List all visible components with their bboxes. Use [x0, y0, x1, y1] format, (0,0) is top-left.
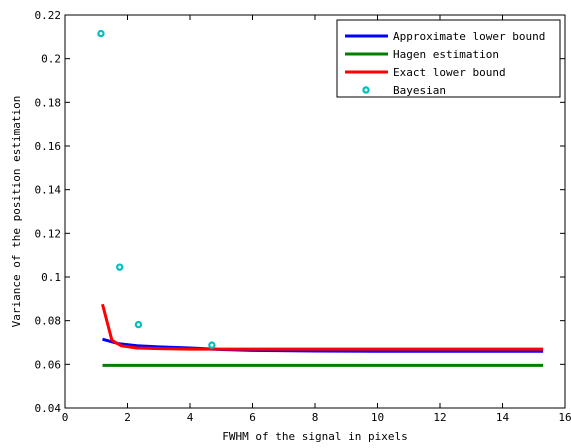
- legend-box: [336, 19, 561, 98]
- series-point-bayesian: [97, 29, 105, 38]
- legend: Approximate lower bound Hagen estimation E…: [336, 19, 561, 98]
- y-tick-label: 0.1: [41, 271, 61, 284]
- y-tick-label: 0.04: [35, 402, 62, 415]
- x-tick-label: 10: [371, 411, 384, 424]
- series-layer: [97, 29, 544, 367]
- x-tick-label: 6: [249, 411, 256, 424]
- series-point-bayesian: [115, 263, 124, 271]
- legend-swatch-bayesian: [362, 86, 370, 94]
- legend-label-hagen-estimation: Hagen estimation: [393, 48, 499, 61]
- y-tick-label: 0.22: [35, 9, 62, 22]
- x-axis-label: FWHM of the signal in pixels: [222, 430, 407, 443]
- ticks-layer: 0 2 4 6 8 10 12 14 16 0.04 0.06 0.08 0.1 0.12 0.14 0.16…: [35, 9, 571, 424]
- x-tick-label: 0: [62, 411, 69, 424]
- y-tick-label: 0.16: [35, 140, 62, 153]
- y-tick-label: 0.18: [35, 96, 62, 109]
- y-tick-label: 0.14: [35, 184, 62, 197]
- x-tick-label: 16: [558, 411, 571, 424]
- x-tick-label: 2: [124, 411, 131, 424]
- legend-label-exact-lower-bound: Exact lower bound: [393, 66, 506, 79]
- legend-label-approximate-lower-bound: Approximate lower bound: [393, 30, 545, 43]
- legend-items: Approximate lower bound Hagen estimation E…: [345, 30, 545, 97]
- y-axis-label: Variance of the position estimation: [10, 96, 23, 328]
- y-tick-label: 0.06: [35, 358, 62, 371]
- y-tick-label: 0.12: [35, 227, 62, 240]
- series-line-exact-lower-bound: [101, 303, 544, 351]
- x-tick-label: 8: [312, 411, 319, 424]
- legend-label-bayesian: Bayesian: [393, 84, 446, 97]
- x-tick-label: 12: [433, 411, 446, 424]
- y-tick-label: 0.08: [35, 315, 62, 328]
- x-tick-label: 14: [496, 411, 510, 424]
- x-tick-label: 4: [187, 411, 194, 424]
- y-tick-label: 0.2: [41, 53, 61, 66]
- series-point-bayesian: [134, 320, 143, 329]
- series-point-bayesian: [208, 341, 216, 349]
